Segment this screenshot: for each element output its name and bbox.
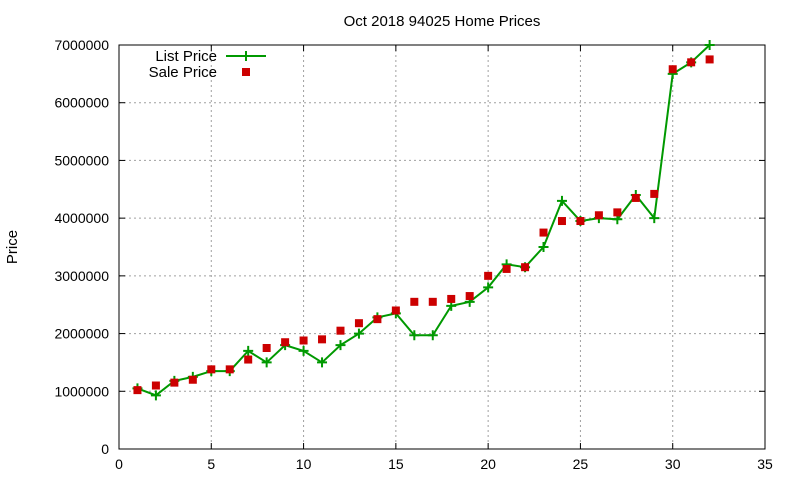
y-tick-label: 5000000: [54, 152, 109, 168]
sale-price-point: [650, 189, 659, 198]
axis-ticks: 0 5 10 15 20 25 30 35 0 1000000 2000000 3000000 4000…: [54, 37, 773, 472]
x-tick-label: 10: [296, 456, 312, 472]
sale-price-point: [354, 319, 363, 328]
legend-sale-price-label: Sale Price: [149, 64, 217, 81]
sale-price-point: [151, 381, 160, 390]
list-price-point: [427, 330, 438, 341]
x-tick-label: 25: [573, 456, 589, 472]
list-price-point: [335, 340, 346, 351]
x-tick-label: 15: [388, 456, 404, 472]
list-price-point: [409, 330, 420, 341]
y-tick-label: 1000000: [54, 383, 109, 399]
sale-price-series: [133, 55, 714, 395]
x-tick-label: 20: [480, 456, 496, 472]
sale-price-point: [410, 297, 419, 306]
list-price-point: [649, 213, 660, 224]
x-tick-label: 30: [665, 456, 681, 472]
x-tick-label: 5: [207, 456, 215, 472]
sale-price-point: [244, 355, 253, 364]
list-price-point: [150, 390, 161, 401]
sale-price-point: [262, 344, 271, 352]
sale-price-point: [225, 365, 234, 374]
list-price-point: [317, 357, 328, 368]
list-price-point: [483, 282, 494, 293]
sale-price-point: [373, 315, 382, 324]
sale-price-point: [318, 335, 327, 344]
sale-price-point: [631, 193, 640, 202]
list-price-point: [353, 328, 364, 339]
plot-frame: [118, 44, 766, 450]
y-tick-label: 4000000: [54, 210, 109, 226]
sale-price-point: [521, 263, 530, 272]
sale-price-point: [170, 378, 179, 387]
sale-price-point: [557, 217, 566, 226]
sale-price-point: [299, 336, 308, 345]
list-price-point: [261, 357, 272, 368]
list-price-point: [538, 242, 549, 252]
x-tick-label: 35: [757, 456, 773, 472]
y-tick-label: 2000000: [54, 326, 109, 342]
sale-price-point: [447, 294, 456, 303]
sale-price-point: [668, 65, 677, 74]
sale-price-point: [613, 208, 622, 217]
y-tick-label: 6000000: [54, 95, 109, 111]
sale-price-point: [391, 306, 400, 315]
legend-sale-price-swatch: [242, 68, 250, 76]
list-price-point: [243, 345, 254, 356]
sale-price-point: [133, 386, 142, 395]
legend-list-price-label: List Price: [155, 48, 217, 65]
sale-price-point: [705, 55, 714, 64]
y-axis-label: Price: [4, 230, 21, 264]
sale-price-point: [336, 326, 345, 335]
grid: [119, 45, 765, 449]
y-tick-label: 0: [101, 441, 109, 457]
list-price-series: [132, 40, 715, 401]
x-tick-label: 0: [115, 456, 123, 472]
chart-title: Oct 2018 94025 Home Prices: [344, 13, 541, 30]
legend-sale-marker: [242, 68, 250, 76]
list-price-point: [298, 345, 309, 356]
sale-price-point: [539, 228, 548, 237]
list-price-line: [137, 44, 711, 397]
sale-price-point: [594, 211, 603, 220]
sale-price-point: [465, 292, 474, 301]
sale-price-point: [428, 297, 437, 306]
legend-list-marker: [241, 51, 251, 61]
list-price-point: [704, 40, 715, 50]
y-tick-label: 3000000: [54, 268, 109, 284]
sale-price-point: [207, 365, 216, 374]
legend: List Price Sale Price: [149, 48, 266, 81]
list-price-point: [556, 195, 567, 206]
sale-price-point: [188, 375, 197, 384]
sale-price-point: [281, 338, 290, 347]
sale-price-point: [484, 271, 493, 280]
sale-price-point: [687, 58, 696, 67]
legend-list-price-swatch: [226, 51, 266, 61]
y-tick-label: 7000000: [54, 37, 109, 53]
sale-price-point: [576, 217, 585, 226]
sale-price-point: [502, 264, 511, 273]
